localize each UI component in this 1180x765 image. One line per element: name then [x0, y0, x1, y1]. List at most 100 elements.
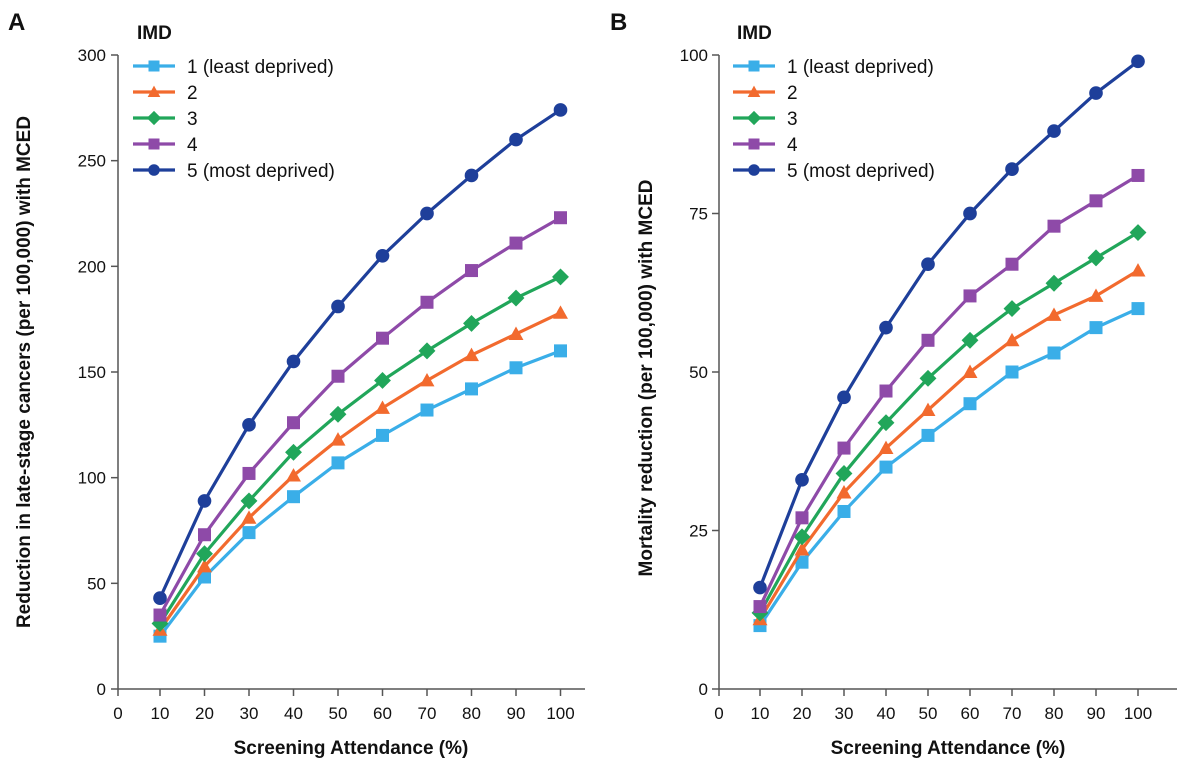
- panel-b-x-tick-label: 50: [919, 704, 938, 723]
- panel-b-y-ticks: 0 25 50 75 100: [680, 46, 719, 699]
- panel-b-series-2-point: [920, 402, 936, 417]
- panel-a-y-tick-label: 0: [97, 680, 106, 699]
- panel-a-series-1-point: [465, 382, 478, 396]
- panel-a-legend-label: 5 (most deprived): [187, 161, 335, 182]
- panel-a-series-2-line: [158, 311, 562, 631]
- panel-a-series-1-line: [158, 349, 562, 638]
- panel-a-series-4-point: [153, 608, 167, 622]
- panel-a-series-5-line: [158, 108, 562, 599]
- panel-b-series-5-line: [758, 60, 1139, 589]
- panel-b-series-2-point: [1046, 307, 1062, 321]
- panel-a-y-ticks: 0 50 100 150 200 250 300: [78, 46, 118, 699]
- panel-b-series-1-point: [1089, 321, 1103, 335]
- panel-a-legend-swatch-marker: [147, 85, 161, 98]
- panel-b-series-3-point: [793, 528, 811, 546]
- panel-b-series-5-point: [1131, 54, 1145, 69]
- panel-b-legend-swatch-marker: [747, 85, 761, 98]
- panel-a-series-5-point: [553, 103, 568, 117]
- panel-a-x-tick-label: 90: [507, 704, 526, 723]
- panel-a-x-tick-label: 30: [240, 704, 259, 723]
- panel-a-y-tick-label: 300: [78, 46, 106, 65]
- panel-b-x-tick-label: 80: [1045, 704, 1064, 723]
- panel-b-series-3-line: [758, 231, 1139, 614]
- panel-b-series-2-point: [878, 440, 894, 455]
- panel-a-y-tick-label: 50: [87, 574, 106, 593]
- panel-a-legend-label: 2: [187, 83, 198, 104]
- panel-a-legend: IMD 1 (least deprived) 2 3 4 5 (most deprive…: [133, 23, 335, 182]
- panel-a-y-tick-label: 100: [78, 469, 106, 488]
- panel-a-series-1-point: [331, 456, 345, 470]
- panel-b-series-5-point: [753, 580, 767, 595]
- panel-a-series-2-point: [197, 558, 212, 573]
- panel-b-x-tick-label: 30: [835, 704, 854, 723]
- panel-a-series-5-point: [197, 494, 212, 508]
- panel-a-series-2-point: [464, 347, 479, 362]
- panel-b-series-3-point: [1045, 274, 1063, 292]
- panel-b-x-tick-label: 0: [714, 704, 723, 723]
- panel-b-series-1-point: [1047, 346, 1061, 360]
- panel-a-series-1-point: [554, 344, 567, 358]
- panel-b-series-4-point: [1047, 219, 1061, 233]
- panel-b-y-tick-label: 50: [689, 363, 708, 382]
- panel-b-series-3-point: [919, 369, 937, 387]
- panel-b-series-5-point: [1047, 124, 1061, 138]
- panel-b-marks: [751, 54, 1147, 633]
- panel-b-y-tick-label: 100: [680, 46, 708, 65]
- panel-a-y-tick-label: 250: [78, 152, 106, 171]
- panel-b-legend-swatch-marker: [748, 164, 760, 176]
- panel-a-x-axis-title: Screening Attendance (%): [234, 738, 469, 759]
- panel-a-series-2-point: [419, 372, 435, 387]
- panel-b-legend-label: 1 (least deprived): [787, 57, 934, 78]
- panel-a: A 0 10 20 30 40 50 60 70 80 90 100 0 50 100 150 200 250…: [8, 9, 585, 759]
- panel-b-series-4-point: [753, 600, 767, 614]
- panel-a-series-4-point: [287, 416, 300, 430]
- panel-b-series-2-point: [1004, 332, 1020, 347]
- panel-a-series-5-point: [509, 132, 523, 147]
- panel-b-series-5-point: [795, 472, 809, 487]
- panel-b-series-3-point: [1003, 300, 1021, 318]
- panel-a-y-tick-label: 150: [78, 363, 106, 382]
- panel-a-series-2-point: [375, 400, 390, 414]
- panel-b-series-2-point: [794, 542, 810, 556]
- panel-a-series-4-point: [242, 466, 256, 480]
- panel-a-x-tick-label: 100: [546, 704, 574, 723]
- panel-a-series-3-point: [374, 372, 391, 389]
- panel-b-series-1-point: [921, 428, 935, 442]
- panel-a-legend-swatch-marker: [148, 60, 160, 72]
- panel-a-marks: [151, 103, 569, 643]
- panel-b-x-axis-title: Screening Attendance (%): [831, 738, 1066, 759]
- panel-a-series-3-point: [329, 405, 347, 423]
- panel-b-x-ticks: 0 10 20 30 40 50 60 70 80 90 100: [714, 689, 1152, 723]
- panel-a-x-tick-label: 70: [418, 704, 437, 723]
- panel-b-x-tick-label: 10: [751, 704, 770, 723]
- panel-a-series-5-point: [375, 248, 390, 263]
- panel-a-legend-title: IMD: [137, 23, 172, 44]
- panel-b-series-3-point: [877, 414, 895, 432]
- panel-a-x-tick-label: 20: [195, 704, 214, 723]
- panel-b-legend-swatch-marker: [748, 138, 760, 150]
- panel-b-x-tick-label: 70: [1003, 704, 1022, 723]
- panel-b-series-1-line: [758, 307, 1139, 627]
- panel-a-series-4-point: [331, 369, 345, 383]
- panel-a-legend-label: 3: [187, 109, 198, 130]
- panel-b-legend-title: IMD: [737, 23, 772, 44]
- panel-a-series-5-point: [153, 591, 167, 605]
- panel-b-x-tick-label: 40: [877, 704, 896, 723]
- panel-a-series-4-line: [158, 216, 562, 616]
- panel-b-series-5-point: [1089, 86, 1103, 100]
- panel-a-series-1-point: [509, 361, 523, 375]
- panel-a-series-4-point: [509, 236, 523, 250]
- panel-a-series-1-point: [376, 428, 389, 442]
- panel-b-series-5-point: [921, 257, 935, 272]
- panel-a-series-3-point: [151, 615, 169, 632]
- panel-a-x-ticks: 0 10 20 30 40 50 60 70 80 90 100: [113, 689, 575, 723]
- panel-b-series-2-line: [758, 269, 1139, 621]
- panel-a-series-2-point: [241, 510, 257, 524]
- panel-b-legend-label: 5 (most deprived): [787, 161, 935, 182]
- panel-b-series-3-point: [835, 464, 853, 482]
- panel-b-series-4-point: [1131, 168, 1145, 182]
- panel-b-legend-label: 3: [787, 109, 798, 130]
- panel-b-y-tick-label: 75: [689, 205, 708, 224]
- panel-a-series-5-point: [242, 418, 256, 432]
